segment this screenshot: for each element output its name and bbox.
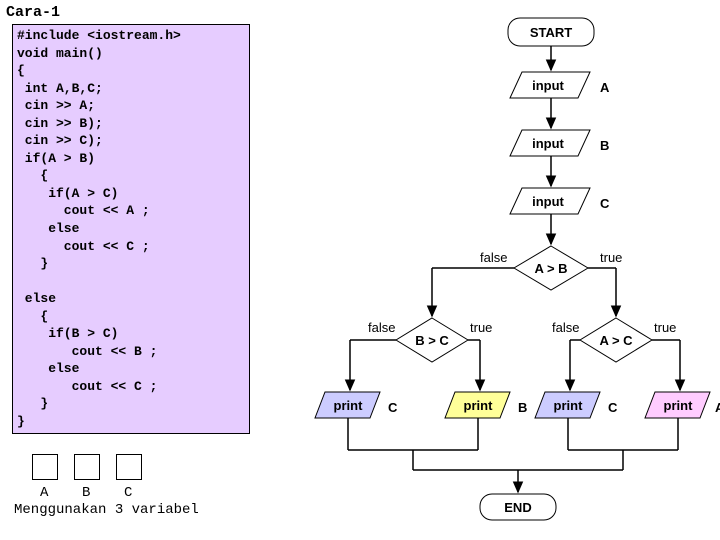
input-c-var: C — [600, 196, 610, 211]
input-c-label: input — [532, 194, 564, 209]
print-a-var: A — [715, 400, 720, 415]
bc-false: false — [368, 320, 395, 335]
input-a-var: A — [600, 80, 610, 95]
print-b-var: B — [518, 400, 527, 415]
bc-true: true — [470, 320, 492, 335]
start-label: START — [530, 25, 572, 40]
print-b-label: print — [464, 398, 494, 413]
ab-true: true — [600, 250, 622, 265]
print-c2-label: print — [554, 398, 584, 413]
end-label: END — [504, 500, 531, 515]
cond-ab: A > B — [534, 261, 567, 276]
ac-true: true — [654, 320, 676, 335]
ab-false: false — [480, 250, 507, 265]
print-c1-var: C — [388, 400, 398, 415]
input-b-var: B — [600, 138, 609, 153]
print-c2-var: C — [608, 400, 618, 415]
ac-false: false — [552, 320, 579, 335]
cond-ac: A > C — [599, 333, 633, 348]
cond-bc: B > C — [415, 333, 449, 348]
input-a-label: input — [532, 78, 564, 93]
input-b-label: input — [532, 136, 564, 151]
print-c1-label: print — [334, 398, 364, 413]
print-a-label: print — [664, 398, 694, 413]
flowchart: START input A input B input C A > B fals… — [0, 0, 720, 540]
